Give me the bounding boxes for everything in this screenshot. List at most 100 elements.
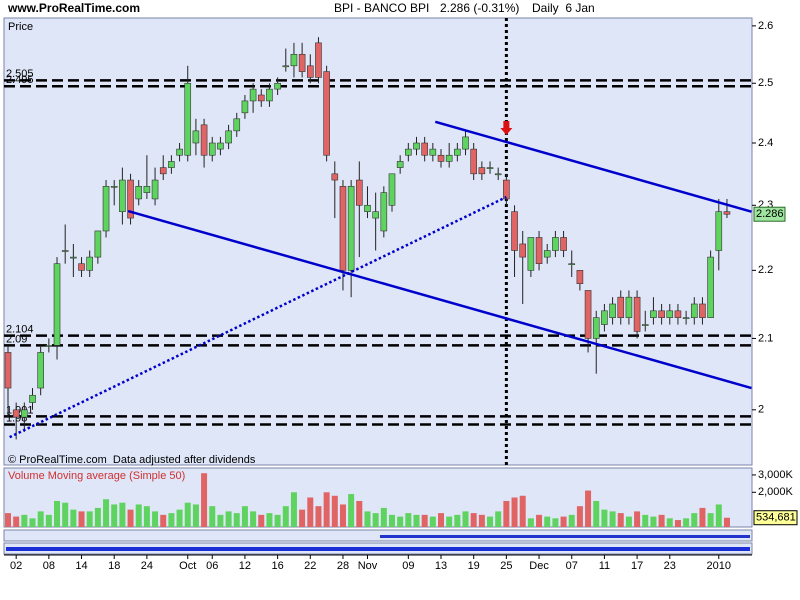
last-volume-label: 534,681 <box>756 512 796 524</box>
volume-bar <box>691 513 698 527</box>
volume-bar <box>585 490 592 527</box>
candle-body <box>257 94 265 102</box>
volume-bar <box>184 502 191 527</box>
candle-body <box>119 179 126 212</box>
volume-bar <box>421 514 428 527</box>
event-arrow <box>500 121 513 135</box>
candle-body <box>12 409 20 418</box>
candle-body <box>78 263 85 271</box>
volume-bar <box>397 516 404 527</box>
volume-bar <box>168 513 175 527</box>
candle-body <box>486 167 494 169</box>
candle-body <box>347 186 355 271</box>
candle-body <box>364 204 371 212</box>
volume-bar <box>625 516 632 527</box>
period: Daily 6 Jan <box>532 1 595 15</box>
level-label: 2.104 <box>6 324 34 336</box>
price-panel <box>3 17 753 466</box>
candle-body <box>560 237 567 251</box>
volume-bar <box>601 509 608 527</box>
volume-bar <box>380 507 387 527</box>
candle-body <box>380 192 388 232</box>
volume-bar <box>544 516 551 527</box>
candle-body <box>454 148 461 156</box>
candle-body <box>290 53 298 67</box>
volume-bar <box>315 506 322 527</box>
volume-bar <box>274 514 281 527</box>
candle-body <box>437 154 445 162</box>
volume-bar <box>503 500 510 527</box>
volume-bar <box>282 506 289 527</box>
candle-body <box>715 211 723 251</box>
volume-bar <box>487 516 494 527</box>
volume-bar <box>699 507 706 527</box>
volume-bar <box>37 511 44 527</box>
candle-body <box>405 148 412 156</box>
volume-bar <box>86 511 93 527</box>
candle-body <box>192 130 200 144</box>
volume-bar <box>674 520 681 527</box>
volume-bar <box>299 509 306 527</box>
x-tick-label: Dec <box>529 560 549 572</box>
candle-body <box>70 256 77 259</box>
candle-body <box>372 211 379 219</box>
candle-body <box>159 167 167 175</box>
candle-body <box>45 345 53 347</box>
candle-body <box>674 310 682 318</box>
candle-body <box>102 186 110 232</box>
trendline <box>434 120 752 213</box>
candle-body <box>306 65 314 78</box>
candle-body <box>511 211 518 251</box>
volume-tick-label: 2,000K <box>758 486 794 498</box>
volume-bar <box>413 514 420 527</box>
volume-bar <box>152 511 159 527</box>
x-tick-label: 22 <box>304 560 316 572</box>
y-tick-label: 2.4 <box>758 137 773 149</box>
candle-body <box>135 186 143 200</box>
volume-bar <box>617 513 624 527</box>
candle-body <box>208 142 216 156</box>
volume-bar <box>241 506 248 527</box>
volume-bar <box>331 495 338 527</box>
x-tick-label: 11 <box>599 560 610 572</box>
candle-body <box>462 136 469 150</box>
candle-body <box>699 303 706 318</box>
x-tick-label: 18 <box>108 560 120 572</box>
volume-bar <box>13 516 20 527</box>
site-name: www.ProRealTime.com <box>7 1 140 15</box>
chart-subtitle: 2.286 (-0.31%) <box>440 1 519 15</box>
volume-bar <box>103 499 110 527</box>
candle-body <box>176 148 183 156</box>
volume-bar <box>62 502 69 527</box>
candle-body <box>503 179 510 200</box>
y-tick-label: 2.6 <box>758 20 773 32</box>
volume-bar <box>29 518 36 527</box>
y-tick-label: 2.2 <box>758 264 773 276</box>
volume-bar <box>666 518 673 527</box>
candle-body <box>233 118 241 132</box>
indicator-panel <box>3 529 753 542</box>
volume-bar <box>307 497 314 527</box>
volume-bar <box>225 511 232 527</box>
volume-bar <box>511 497 518 527</box>
volume-bar <box>715 504 722 527</box>
x-tick-label: 28 <box>337 560 349 572</box>
volume-bar <box>478 514 485 527</box>
volume-bar <box>348 494 355 527</box>
volume-bar <box>290 492 297 527</box>
x-tick-label: 17 <box>631 560 643 572</box>
x-tick-label: 12 <box>239 560 251 572</box>
candle-body <box>666 310 674 318</box>
volume-bar <box>405 513 412 527</box>
volume-bar <box>192 504 199 527</box>
candle-body <box>168 161 175 168</box>
candle-body <box>331 173 339 181</box>
volume-bar <box>470 513 477 527</box>
x-tick-label: 14 <box>75 560 87 572</box>
last-volume-box <box>753 510 798 526</box>
candle-body <box>633 296 641 332</box>
volume-bar <box>364 511 371 527</box>
volume-bar <box>78 511 85 527</box>
candle-body <box>641 324 649 326</box>
